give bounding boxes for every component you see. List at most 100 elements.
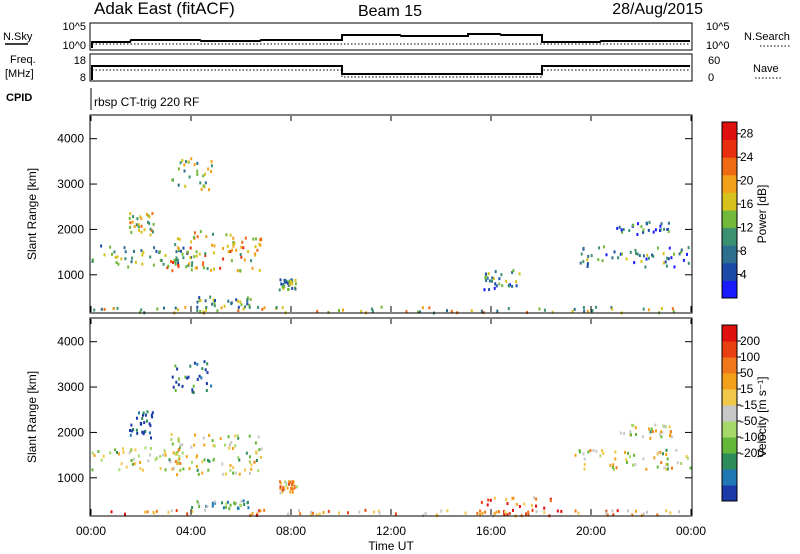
data-cell	[213, 301, 216, 305]
velocity-y-axis: 1000 2000 3000 4000	[57, 319, 692, 515]
data-cell	[181, 158, 184, 162]
freq-tick-top: 18	[74, 55, 86, 67]
data-cell	[193, 163, 196, 167]
data-cell	[139, 215, 142, 219]
data-cell	[205, 382, 208, 385]
data-cell	[151, 411, 154, 415]
data-cell	[322, 511, 325, 514]
data-cell	[198, 252, 201, 256]
data-cell	[258, 268, 261, 272]
data-cell	[263, 508, 266, 512]
data-cell	[205, 504, 208, 508]
data-cell	[122, 447, 124, 451]
colorbar-tick-label: 100	[740, 350, 760, 364]
data-cell	[239, 503, 241, 507]
data-cell	[238, 472, 241, 476]
data-cell	[164, 453, 167, 457]
data-cell	[134, 448, 137, 452]
power-scatter	[91, 157, 690, 315]
data-cell	[687, 261, 690, 265]
data-cell	[527, 510, 530, 514]
data-cell	[662, 252, 665, 256]
data-cell	[149, 227, 152, 231]
colorbar-swatch	[722, 157, 737, 176]
data-cell	[124, 250, 127, 254]
data-cell	[662, 424, 665, 428]
freq-label: Freq.	[10, 54, 36, 66]
data-cell	[634, 248, 637, 252]
data-cell	[214, 299, 216, 303]
data-cell	[232, 236, 235, 240]
data-cell	[227, 250, 230, 254]
data-cell	[205, 235, 208, 239]
data-cell	[259, 243, 262, 247]
data-cell	[117, 262, 120, 266]
data-cell	[285, 481, 288, 485]
nsky-line	[91, 33, 690, 48]
data-cell	[287, 284, 290, 287]
data-cell	[212, 251, 215, 255]
data-cell	[671, 307, 674, 311]
colorbar-swatch	[722, 469, 737, 486]
data-cell	[147, 459, 150, 463]
power-panel-frame	[89, 114, 693, 314]
data-cell	[142, 250, 145, 254]
data-cell	[196, 377, 199, 381]
data-cell	[152, 222, 155, 226]
data-cell	[196, 362, 199, 366]
data-cell	[116, 255, 119, 259]
data-cell	[200, 376, 203, 380]
data-cell	[574, 509, 577, 513]
data-cell	[234, 444, 237, 448]
data-cell	[614, 450, 617, 454]
data-cell	[294, 282, 297, 286]
data-cell	[181, 451, 184, 455]
data-cell	[130, 459, 133, 462]
noise-panel-frame	[89, 22, 693, 51]
data-cell	[347, 511, 349, 515]
data-cell	[419, 310, 421, 314]
data-cell	[195, 464, 198, 468]
data-cell	[666, 467, 669, 471]
data-cell	[120, 257, 123, 261]
data-cell	[148, 215, 151, 219]
data-cell	[172, 451, 175, 455]
data-cell	[176, 308, 179, 312]
data-cell	[512, 268, 515, 272]
data-cell	[659, 224, 662, 228]
colorbar-swatch	[722, 405, 737, 422]
data-cell	[625, 458, 628, 461]
data-cell	[599, 454, 602, 458]
data-cell	[644, 265, 647, 269]
data-cell	[239, 253, 242, 256]
data-cell	[488, 279, 491, 283]
data-cell	[583, 463, 586, 466]
data-cell	[201, 263, 204, 267]
data-cell	[150, 229, 153, 233]
data-cell	[659, 228, 662, 232]
data-cell	[299, 512, 302, 516]
data-cell	[135, 223, 138, 227]
data-cell	[212, 444, 215, 447]
data-cell	[586, 265, 589, 268]
data-cell	[171, 375, 174, 379]
data-cell	[191, 460, 193, 464]
data-cell	[580, 252, 583, 256]
colorbar-swatch	[722, 453, 737, 470]
data-cell	[654, 228, 657, 232]
data-cell	[496, 309, 499, 313]
data-cell	[238, 458, 241, 462]
data-cell	[141, 417, 144, 420]
data-cell	[149, 233, 152, 237]
data-cell	[123, 246, 126, 250]
colorbar-swatch	[722, 357, 737, 374]
data-cell	[582, 452, 585, 456]
data-cell	[651, 430, 654, 433]
data-cell	[656, 465, 659, 469]
data-cell	[672, 310, 675, 313]
velocity-y-label: Slant Range [km]	[25, 371, 39, 463]
data-cell	[136, 416, 138, 420]
data-cell	[257, 305, 260, 309]
data-cell	[592, 449, 595, 452]
data-cell	[227, 435, 230, 439]
